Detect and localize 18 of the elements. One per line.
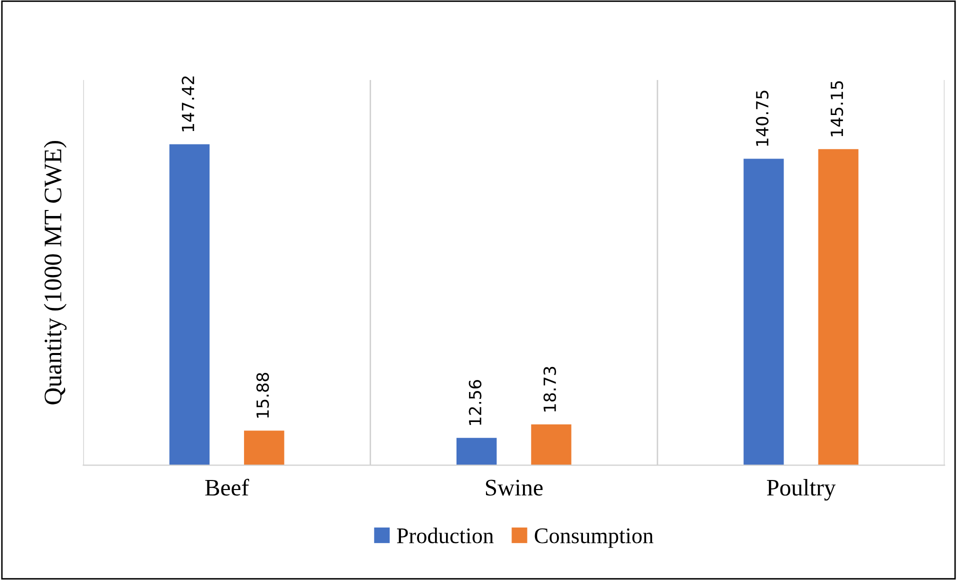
x-tick-label: Poultry — [766, 479, 836, 501]
x-tick-label: Beef — [205, 478, 250, 496]
data-label: 140.75 — [756, 90, 769, 146]
data-label: 18.73 — [543, 366, 556, 412]
y-axis-title: Quantity (1000 MT CWE) — [44, 140, 67, 404]
legend-label: Production — [397, 528, 494, 544]
data-label: 145.15 — [830, 81, 844, 136]
bar — [531, 424, 572, 466]
data-label: 147.42 — [182, 76, 194, 132]
bar — [244, 430, 284, 466]
data-label: 12.56 — [468, 380, 482, 425]
bar — [744, 158, 784, 466]
legend-label: Consumption — [534, 528, 654, 548]
data-label: 15.88 — [256, 372, 269, 418]
bar — [818, 149, 858, 466]
x-tick-label: Swine — [486, 480, 543, 496]
bar — [169, 144, 210, 466]
bar — [456, 438, 497, 466]
